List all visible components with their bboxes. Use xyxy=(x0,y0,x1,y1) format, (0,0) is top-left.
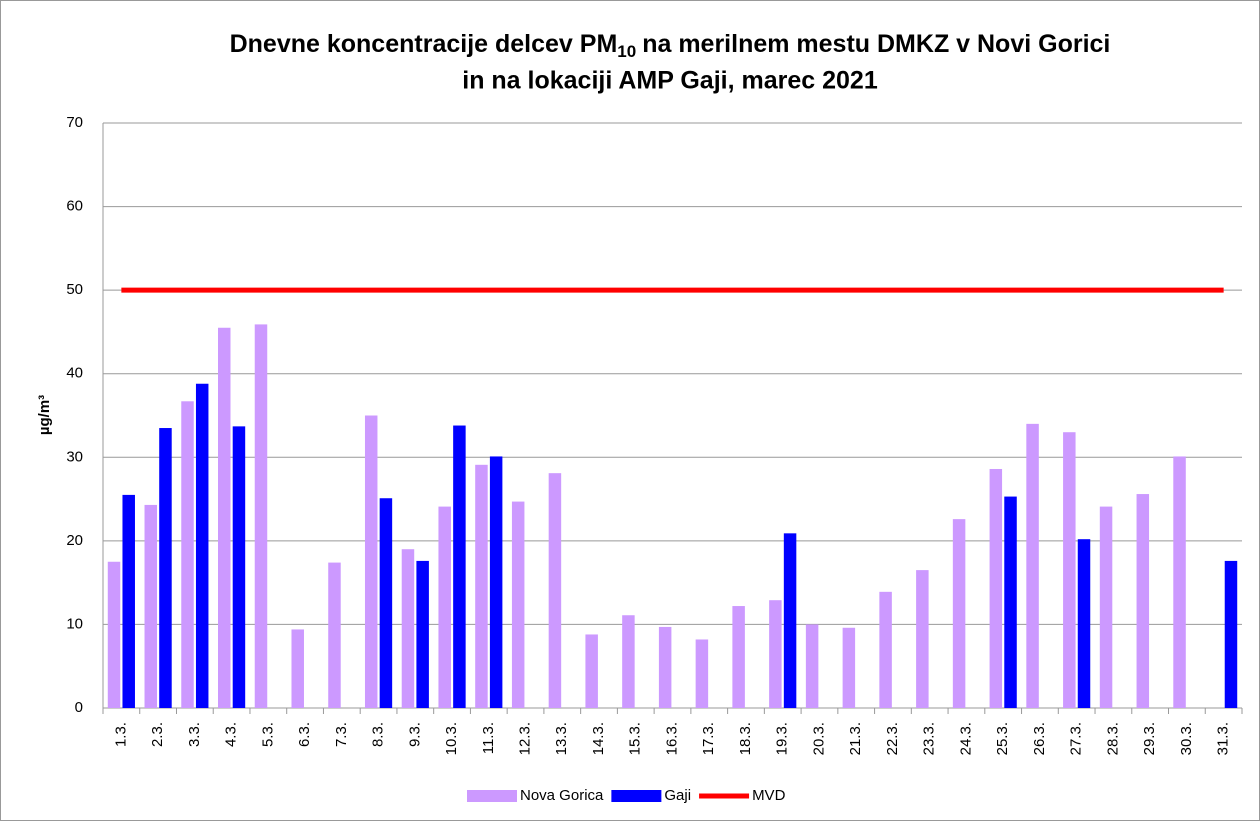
x-tick-label: 3.3. xyxy=(186,722,203,747)
x-tick-label: 25.3. xyxy=(994,722,1011,755)
legend-label: Gaji xyxy=(664,787,691,804)
bar xyxy=(511,501,525,708)
y-tick-label: 40 xyxy=(66,365,83,382)
x-tick-label: 2.3. xyxy=(149,722,166,747)
x-tick-label: 16.3. xyxy=(663,722,680,755)
x-tick-label: 10.3. xyxy=(443,722,460,755)
bar xyxy=(769,600,782,708)
y-tick-label: 50 xyxy=(66,281,83,298)
x-tick-label: 20.3. xyxy=(810,722,827,755)
x-tick-label: 28.3. xyxy=(1104,722,1121,755)
x-tick-label: 5.3. xyxy=(259,722,276,747)
bar xyxy=(328,562,341,708)
bar xyxy=(842,627,856,708)
legend-label: MVD xyxy=(752,787,786,804)
x-tick-label: 12.3. xyxy=(517,722,534,755)
x-tick-label: 14.3. xyxy=(590,722,607,755)
x-tick-label: 8.3. xyxy=(370,722,387,747)
bar xyxy=(195,383,209,708)
bar xyxy=(291,629,304,708)
x-tick-label: 26.3. xyxy=(1031,722,1048,755)
y-tick-label: 20 xyxy=(66,532,83,549)
bar xyxy=(1004,496,1017,708)
bar xyxy=(107,561,121,708)
bar xyxy=(218,327,231,708)
x-tick-label: 4.3. xyxy=(223,722,240,747)
x-tick-label: 29.3. xyxy=(1141,722,1158,755)
bar xyxy=(1099,506,1113,708)
bar xyxy=(585,634,598,708)
bar xyxy=(181,401,194,708)
x-tick-label: 22.3. xyxy=(884,722,901,755)
x-tick-label: 18.3. xyxy=(737,722,754,755)
legend-swatch xyxy=(467,790,517,802)
x-tick-label: 17.3. xyxy=(700,722,717,755)
bar xyxy=(1077,539,1091,708)
y-tick-label: 30 xyxy=(66,448,83,465)
x-tick-label: 15.3. xyxy=(627,722,644,755)
bar xyxy=(232,426,246,708)
bar xyxy=(695,639,709,708)
bar xyxy=(805,624,819,708)
chart-title: in na lokaciji AMP Gaji, marec 2021 xyxy=(462,67,878,95)
bar xyxy=(364,415,378,708)
bar xyxy=(254,324,268,708)
bar xyxy=(475,464,488,708)
bar xyxy=(1173,456,1186,708)
y-axis-label: µg/m³ xyxy=(36,395,53,435)
bar xyxy=(144,504,158,708)
legend-swatch xyxy=(611,790,662,802)
bar xyxy=(1063,432,1076,708)
bar xyxy=(916,570,929,708)
x-tick-label: 19.3. xyxy=(774,722,791,755)
x-tick-label: 30.3. xyxy=(1178,722,1195,755)
bar xyxy=(989,468,1003,708)
legend-label: Nova Gorica xyxy=(520,787,604,804)
bar xyxy=(159,428,172,708)
y-tick-label: 10 xyxy=(66,615,83,632)
bar xyxy=(438,506,451,708)
x-tick-label: 11.3. xyxy=(480,722,497,754)
y-tick-label: 0 xyxy=(75,699,83,716)
bar xyxy=(1136,494,1150,708)
bar xyxy=(489,456,503,708)
bar xyxy=(658,626,672,708)
x-tick-label: 9.3. xyxy=(406,722,423,747)
x-tick-label: 7.3. xyxy=(333,722,350,747)
bar xyxy=(453,425,466,708)
x-tick-label: 1.3. xyxy=(112,722,129,747)
bar xyxy=(732,606,745,708)
bar xyxy=(952,519,966,708)
x-tick-label: 31.3. xyxy=(1215,722,1232,755)
x-tick-label: 13.3. xyxy=(553,722,570,755)
bar xyxy=(401,549,415,708)
bar xyxy=(379,498,393,708)
y-tick-label: 60 xyxy=(66,198,83,215)
chart-title: Dnevne koncentracije delcev PM10 na meril… xyxy=(230,30,1111,62)
x-tick-label: 23.3. xyxy=(921,722,938,755)
bar xyxy=(122,494,135,708)
bar xyxy=(548,473,562,708)
bar xyxy=(622,615,635,708)
bar xyxy=(879,591,892,708)
x-tick-label: 24.3. xyxy=(957,722,974,755)
bar xyxy=(416,560,429,708)
x-tick-label: 21.3. xyxy=(847,722,864,755)
x-tick-label: 6.3. xyxy=(296,722,313,747)
x-tick-label: 27.3. xyxy=(1068,722,1085,755)
bar xyxy=(783,533,797,708)
bar xyxy=(1224,560,1238,708)
y-tick-label: 70 xyxy=(66,114,83,131)
bar xyxy=(1026,423,1039,708)
